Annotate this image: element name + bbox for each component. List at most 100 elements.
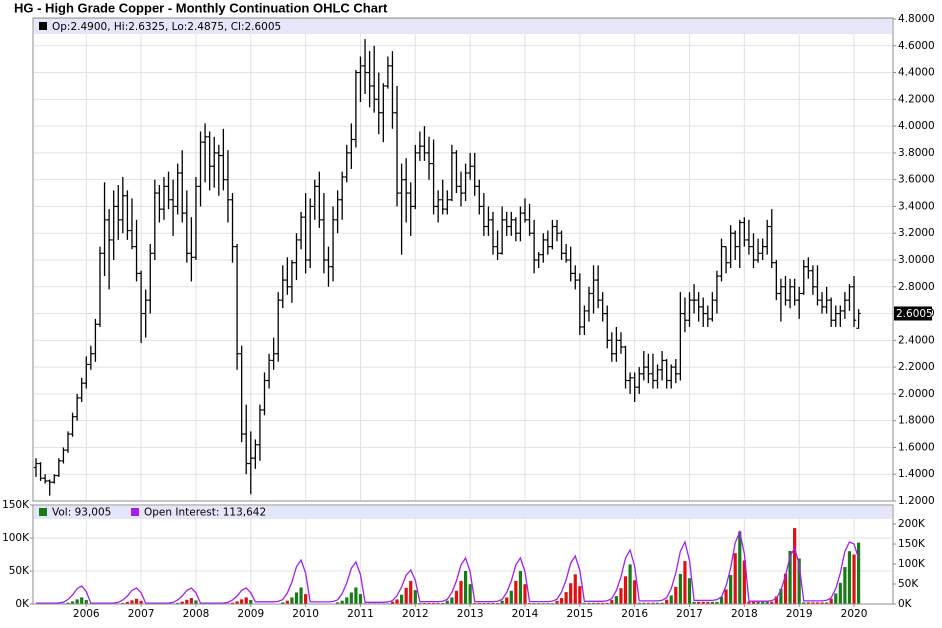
volume-bar — [469, 584, 472, 604]
volume-bar — [350, 592, 353, 604]
chart-title: HG - High Grade Copper - Monthly Continu… — [14, 0, 388, 15]
volume-bar — [510, 591, 513, 604]
x-tick-label: 2020 — [841, 608, 868, 620]
y-tick-label: 1.2000 — [898, 495, 935, 507]
volume-bar — [610, 600, 613, 604]
x-tick-label: 2016 — [621, 608, 648, 620]
volume-bar — [76, 599, 79, 604]
volume-bar — [578, 586, 581, 604]
volume-bar — [560, 598, 563, 604]
volume-bar — [514, 581, 517, 604]
y-tick-label: 4.2000 — [898, 93, 935, 105]
y-tick-label: 100K — [2, 532, 30, 544]
x-tick-label: 2017 — [676, 608, 703, 620]
volume-bar — [130, 600, 133, 604]
volume-bar — [839, 583, 842, 604]
volume-bar — [738, 531, 741, 604]
volume-bar — [290, 597, 293, 604]
volume-bar — [615, 596, 618, 604]
volume-bar — [679, 574, 682, 604]
x-tick-label: 2015 — [566, 608, 593, 620]
volume-bar — [848, 551, 851, 604]
volume-bar — [843, 567, 846, 604]
x-tick-label: 2007 — [128, 608, 155, 620]
volume-bar — [395, 599, 398, 604]
volume-bar — [793, 528, 796, 604]
y2-tick-label: 100K — [898, 558, 926, 570]
x-tick-label: 2010 — [292, 608, 319, 620]
y-tick-label: 1.8000 — [898, 415, 935, 427]
y-tick-label: 50K — [9, 565, 30, 577]
volume-bar — [295, 592, 298, 604]
volume-bar — [400, 595, 403, 604]
y-tick-label: 1.4000 — [898, 468, 935, 480]
volume-bar — [834, 593, 837, 604]
legend-label: Vol: 93,005 — [52, 507, 111, 519]
volume-bar — [574, 574, 577, 604]
volume-bar — [354, 588, 357, 605]
volume-bar — [569, 583, 572, 604]
y-tick-label: 4.0000 — [898, 120, 935, 132]
volume-bar — [249, 600, 252, 604]
volume-bar — [464, 571, 467, 604]
x-tick-label: 2006 — [73, 608, 100, 620]
x-tick-label: 2019 — [786, 608, 813, 620]
x-tick-label: 2008 — [183, 608, 210, 620]
y-tick-label: 2.2000 — [898, 361, 935, 373]
y-tick-label: 3.0000 — [898, 254, 935, 266]
x-tick-label: 2018 — [731, 608, 758, 620]
volume-bar — [414, 590, 417, 604]
x-tick-label: 2009 — [237, 608, 264, 620]
volume-bar — [459, 581, 462, 604]
volume-bar — [359, 594, 362, 604]
volume-bar — [304, 594, 307, 604]
y-tick-label: 2.4000 — [898, 334, 935, 346]
volume-bar — [565, 592, 568, 604]
volume-bar — [409, 581, 412, 604]
y-tick-label: 2.8000 — [898, 281, 935, 293]
volume-bar — [688, 578, 691, 604]
y-tick-label: 4.8000 — [898, 13, 935, 25]
y-tick-label: 3.8000 — [898, 147, 935, 159]
y-tick-label: 4.6000 — [898, 40, 935, 52]
volume-bar — [619, 588, 622, 604]
y2-tick-label: 0K — [898, 598, 913, 610]
volume-bar — [505, 597, 508, 604]
volume-bar — [670, 595, 673, 604]
y-tick-label: 0K — [15, 598, 30, 610]
volume-bar — [683, 561, 686, 604]
last-price-label: 2.6005 — [896, 308, 933, 320]
y-tick-label: 3.2000 — [898, 227, 935, 239]
volume-bar — [633, 580, 636, 604]
volume-bar — [519, 571, 522, 604]
volume-bar — [240, 599, 243, 604]
y-tick-label: 4.4000 — [898, 67, 935, 79]
volume-bar — [729, 575, 732, 604]
volume-bar — [405, 588, 408, 604]
volume-bar — [857, 543, 860, 604]
volume-bar — [345, 597, 348, 604]
volume-bar — [190, 598, 193, 604]
volume-bar — [245, 597, 248, 604]
legend-swatch — [39, 508, 47, 516]
volume-bar — [674, 587, 677, 604]
y-tick-label: 3.4000 — [898, 200, 935, 212]
y2-tick-label: 150K — [898, 538, 926, 550]
volume-bar — [450, 597, 453, 604]
y-tick-label: 2.0000 — [898, 388, 935, 400]
legend-swatch — [131, 508, 139, 516]
volume-bar — [80, 597, 83, 604]
volume-bar — [455, 591, 458, 604]
volume-bar — [724, 589, 727, 604]
ohlc-readout: Op:2.4900, Hi:2.6325, Lo:2.4875, Cl:2.60… — [52, 21, 281, 33]
volume-bar — [523, 584, 526, 604]
volume-bar — [830, 599, 833, 604]
volume-bar — [734, 553, 737, 604]
volume-bar — [185, 600, 188, 604]
x-tick-label: 2012 — [402, 608, 429, 620]
volume-bar — [629, 564, 632, 604]
volume-bar — [194, 600, 197, 604]
volume-bar — [624, 576, 627, 604]
x-tick-label: 2013 — [457, 608, 484, 620]
